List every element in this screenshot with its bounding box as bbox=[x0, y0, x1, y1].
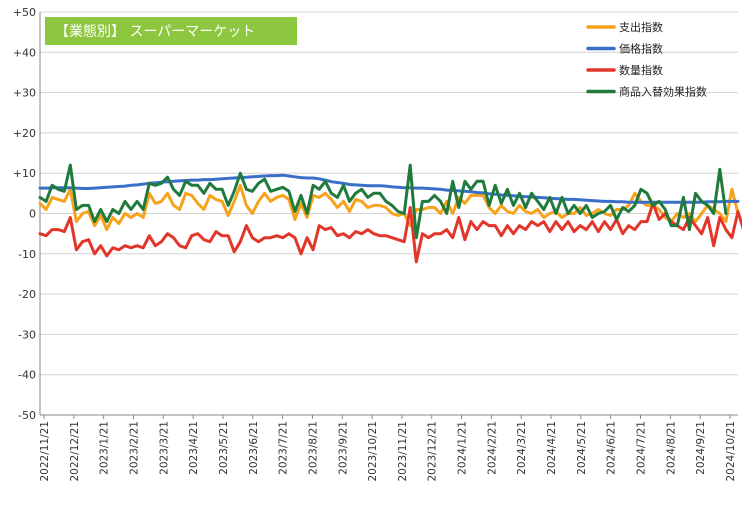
x-tick-label: 2023/5/21 bbox=[218, 421, 230, 475]
x-tick-label: 2023/3/21 bbox=[158, 421, 170, 475]
x-tick-label: 2023/4/21 bbox=[188, 421, 200, 475]
x-tick-label: 2023/11/21 bbox=[397, 421, 409, 482]
y-tick-label: +40 bbox=[13, 46, 36, 59]
x-tick-label: 2023/10/21 bbox=[367, 421, 379, 482]
x-tick-label: 2024/6/21 bbox=[606, 421, 618, 475]
y-tick-label: -20 bbox=[18, 288, 36, 301]
axes bbox=[39, 12, 738, 416]
title-box bbox=[45, 17, 297, 45]
title-text: 【業態別】 スーパーマーケット bbox=[55, 24, 255, 40]
legend-label-1: 支出指数 bbox=[619, 20, 663, 34]
x-tick-label: 2024/5/21 bbox=[576, 421, 588, 475]
x-tick-label: 2022/11/21 bbox=[39, 421, 51, 482]
y-tick-label: -30 bbox=[18, 328, 36, 341]
x-tick-label: 2024/9/21 bbox=[695, 421, 707, 475]
x-tick-label: 2023/1/21 bbox=[99, 421, 111, 475]
x-tick-label: 2024/2/21 bbox=[486, 421, 498, 475]
y-tick-label: -50 bbox=[18, 409, 36, 422]
x-tick-label: 2024/3/21 bbox=[516, 421, 528, 475]
x-tick-labels: 2022/11/21 2022/12/21 2023/1/21 2023/2/21 20… bbox=[39, 415, 737, 482]
x-tick-label: 2023/12/21 bbox=[427, 421, 439, 482]
x-tick-label: 2023/7/21 bbox=[278, 421, 290, 475]
y-tick-label: -10 bbox=[18, 248, 36, 261]
x-tick-label: 2024/1/21 bbox=[457, 421, 469, 475]
y-tick-labels: +50 +40 +30 +20 +10 0 -10 -20 -30 -40 -50 bbox=[13, 6, 36, 422]
series-line-3 bbox=[38, 201, 742, 264]
y-tick-label: +10 bbox=[13, 167, 36, 180]
y-tick-label: 0 bbox=[29, 208, 36, 221]
x-tick-label: 2023/8/21 bbox=[307, 421, 319, 475]
series-lines bbox=[38, 163, 742, 264]
series-line-2 bbox=[38, 173, 740, 204]
y-tick-label: +50 bbox=[13, 6, 36, 19]
y-tick-label: +20 bbox=[13, 127, 36, 140]
x-tick-label: 2024/4/21 bbox=[546, 421, 558, 475]
x-tick-label: 2024/8/21 bbox=[665, 421, 677, 475]
x-tick-label: 2023/6/21 bbox=[248, 421, 260, 475]
x-tick-label: 2024/7/21 bbox=[636, 421, 648, 475]
y-tick-label: -40 bbox=[18, 369, 36, 382]
chart-title: 【業態別】 スーパーマーケット bbox=[45, 17, 297, 45]
x-tick-label: 2023/2/21 bbox=[128, 421, 140, 475]
y-tick-label: +30 bbox=[13, 87, 36, 100]
series-line-4 bbox=[38, 163, 728, 240]
legend-label-4: 商品入替効果指数 bbox=[619, 85, 707, 99]
x-tick-label: 2024/10/21 bbox=[725, 421, 737, 482]
x-tick-label: 2022/12/21 bbox=[69, 421, 81, 482]
x-tick-label: 2023/9/21 bbox=[337, 421, 349, 475]
legend-label-3: 数量指数 bbox=[619, 63, 663, 77]
legend-label-2: 価格指数 bbox=[619, 42, 663, 56]
